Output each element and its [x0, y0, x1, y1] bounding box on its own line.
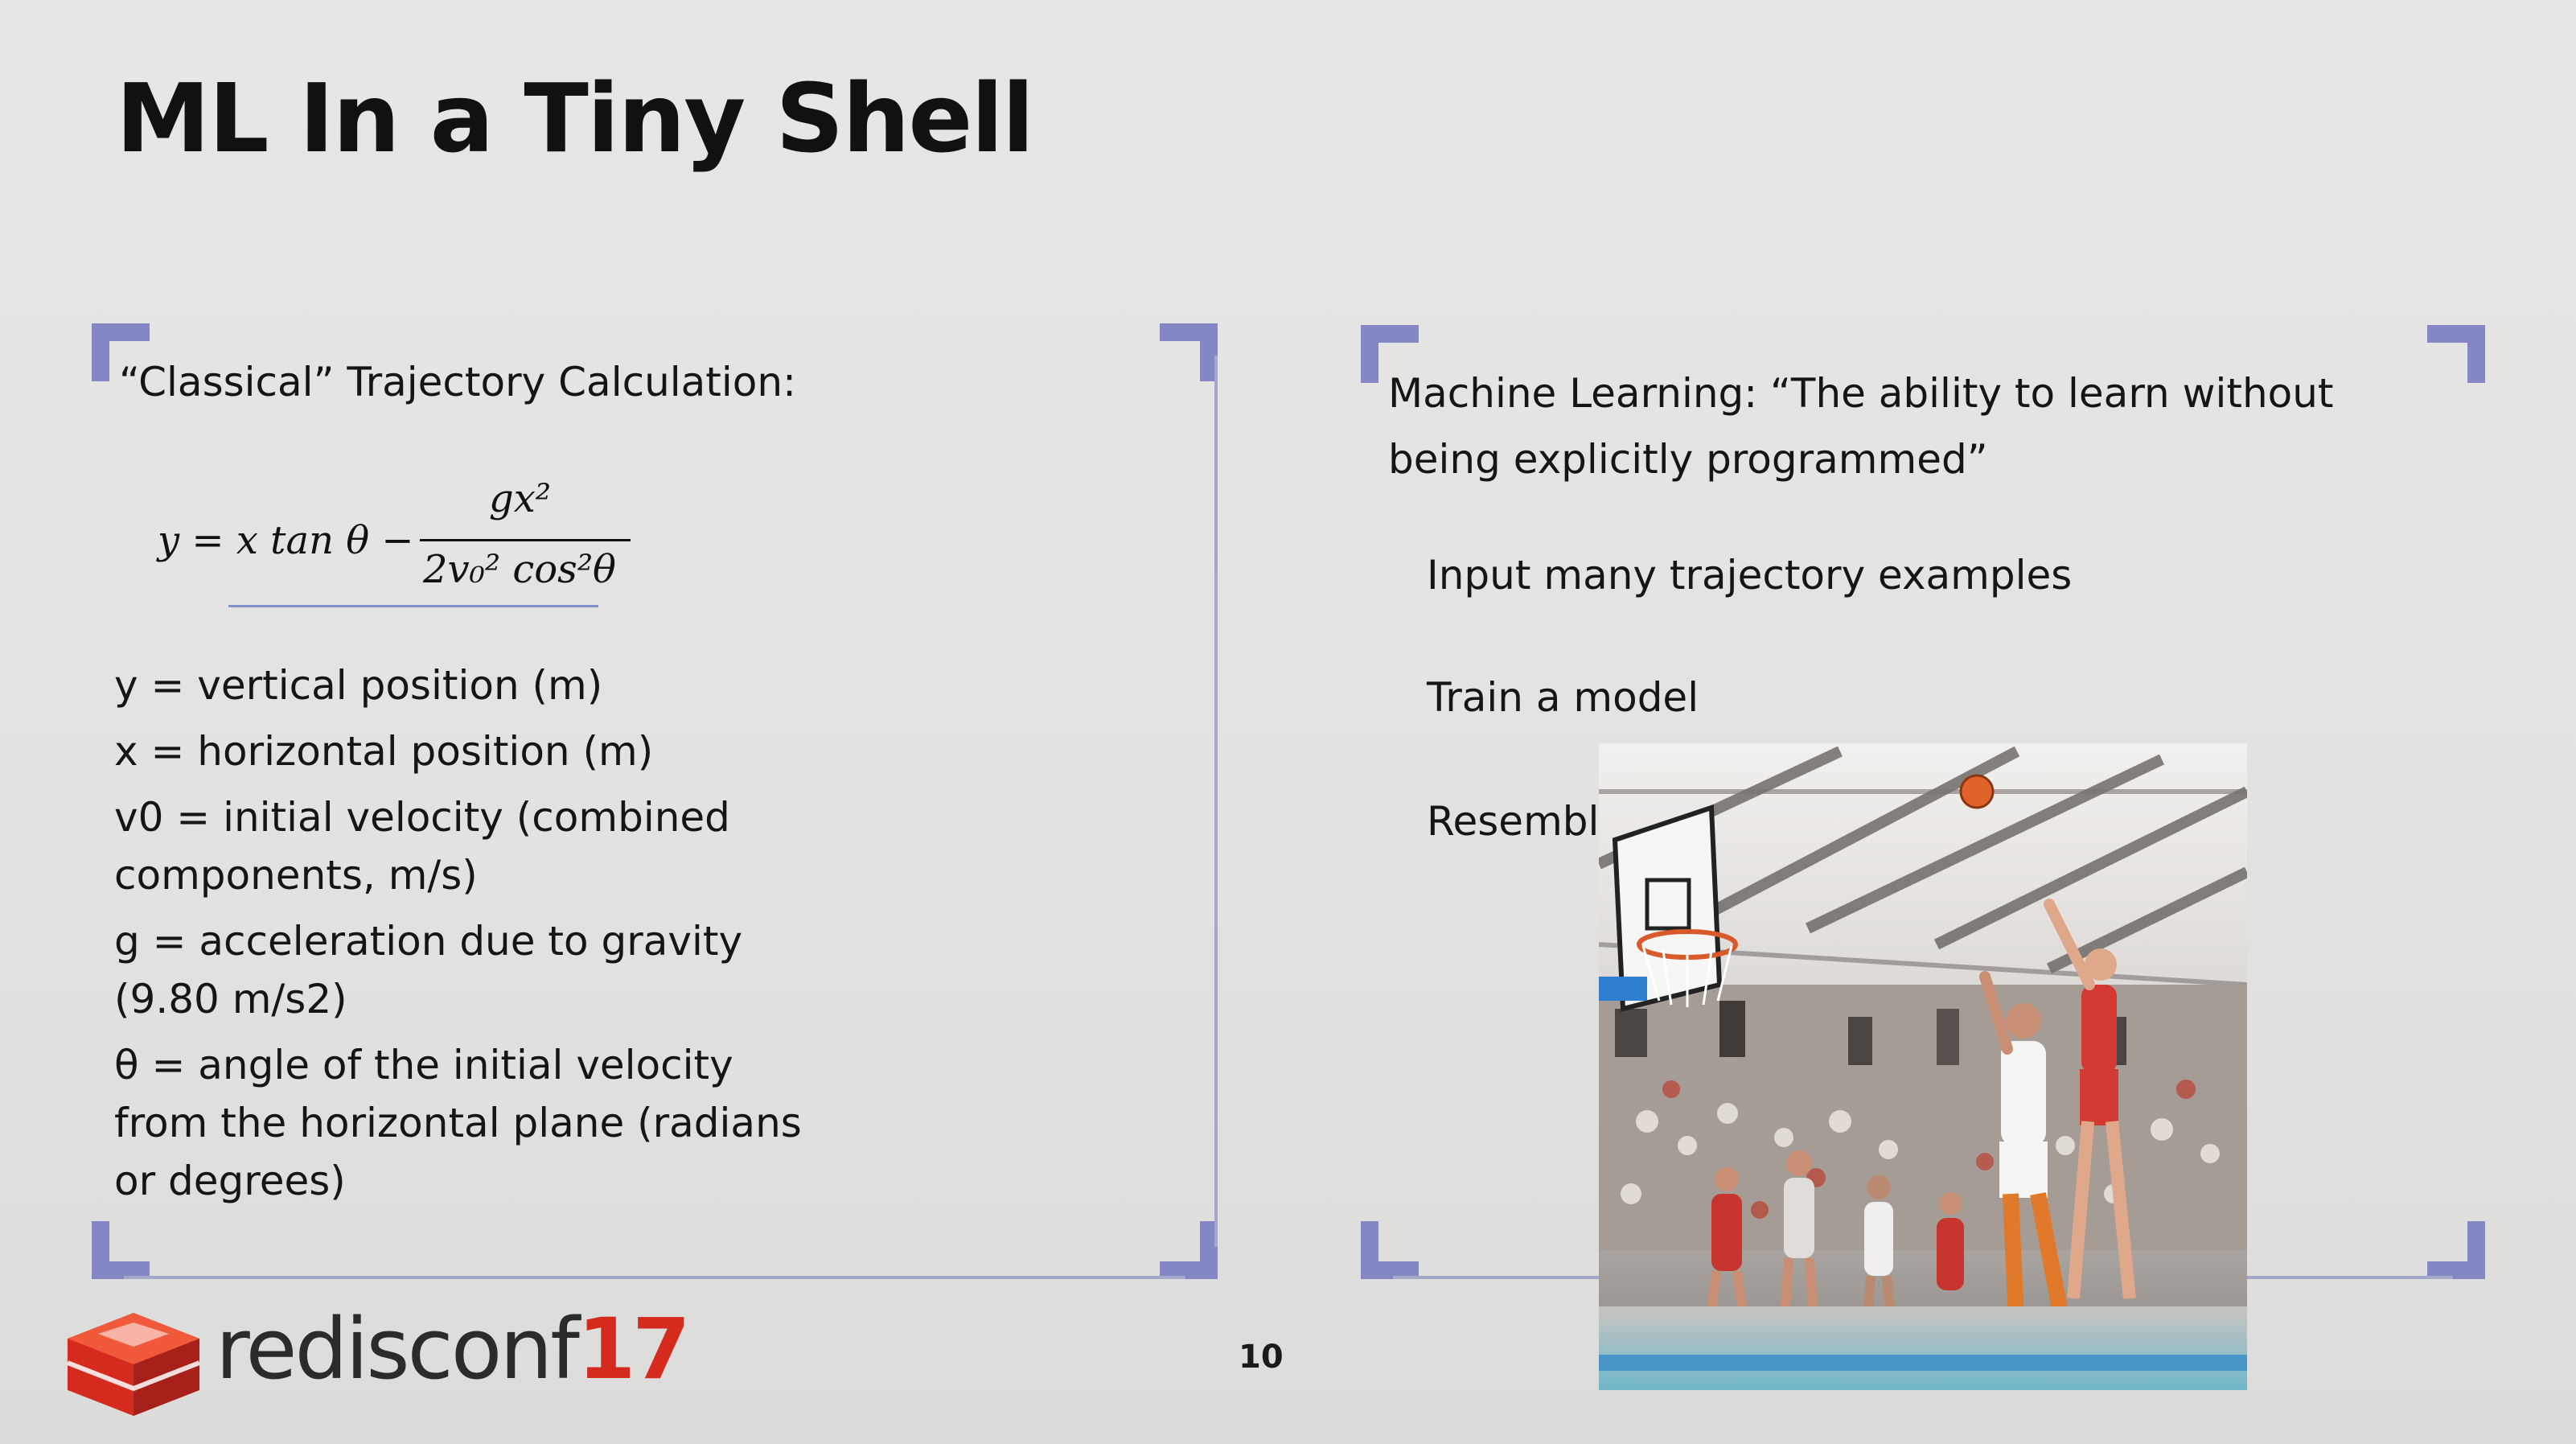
basketball-photo-drawing — [1599, 743, 2247, 1390]
frame-edge-bottom — [124, 1276, 1185, 1279]
page-number: 10 — [1239, 1339, 1284, 1376]
frame-corner-top-left — [92, 323, 150, 381]
frame-corner-bottom-left — [92, 1221, 150, 1279]
machine-learning-panel: Machine Learning: “The ability to learn … — [1361, 325, 2485, 1279]
formula-fraction-bar — [420, 539, 631, 541]
wordmark-year: 17 — [577, 1300, 691, 1398]
wordmark-name: redisconf — [216, 1300, 580, 1398]
definition-x: x = horizontal position (m) — [114, 728, 654, 775]
classical-panel: “Classical” Trajectory Calculation: y = … — [92, 323, 1218, 1279]
redisconf-wordmark: redisconf17 — [216, 1300, 691, 1398]
frame-corner-top-right — [1160, 323, 1218, 381]
definition-v0: v0 = initial velocity (combined componen… — [114, 794, 730, 899]
frame-corner-top-left — [1361, 325, 1419, 383]
classical-heading: “Classical” Trajectory Calculation: — [119, 359, 796, 405]
bullet-input-examples: Input many trajectory examples — [1427, 552, 2073, 599]
formula-numerator: gx² — [489, 476, 552, 521]
ml-heading: Machine Learning: “The ability to learn … — [1388, 370, 2334, 483]
formula-lhs: y = x tan θ − — [158, 518, 414, 563]
definition-g: g = acceleration due to gravity (9.80 m/… — [114, 918, 743, 1022]
definition-theta: θ = angle of the initial velocity from t… — [114, 1042, 802, 1204]
definition-y: y = vertical position (m) — [114, 662, 603, 709]
frame-corner-top-right — [2427, 325, 2485, 383]
frame-corner-bottom-right — [2427, 1221, 2485, 1279]
redis-logo-icon — [66, 1313, 201, 1416]
formula-denominator: 2v₀² cos²θ — [423, 547, 616, 592]
variable-definitions: y = vertical position (m) x = horizontal… — [114, 656, 838, 1218]
frame-edge-right — [1214, 356, 1218, 1247]
trajectory-formula: y = x tan θ − gx² 2v₀² cos²θ — [158, 476, 721, 613]
basketball-shot-photo — [1599, 743, 2247, 1390]
bullet-resemble: Resembl — [1427, 798, 1600, 845]
formula-underline — [228, 605, 598, 607]
frame-corner-bottom-left — [1361, 1221, 1419, 1279]
slide-title: ML In a Tiny Shell — [116, 63, 1034, 174]
frame-corner-bottom-right — [1160, 1221, 1218, 1279]
bullet-train-model: Train a model — [1427, 674, 1699, 721]
